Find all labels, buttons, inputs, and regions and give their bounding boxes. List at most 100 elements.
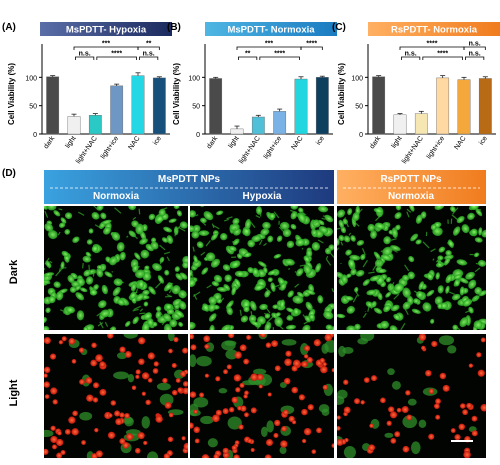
bar-ice: [478, 78, 492, 135]
bar-dark: [209, 78, 223, 135]
panel-letter: (C): [332, 22, 346, 33]
significance-bracket: [463, 46, 486, 50]
microscopy-grid: [44, 206, 486, 458]
significance-bracket: [96, 56, 137, 60]
significance-label: n.s.: [469, 41, 481, 48]
significance-label: ****: [427, 41, 438, 48]
y-axis-label: Cell Viability (%): [172, 63, 181, 125]
category-label: light: [65, 135, 78, 150]
significance-label: ****: [437, 51, 448, 58]
micrograph-rspdtt-normoxia-dark: [337, 206, 486, 330]
micrograph-mspdtt-normoxia-dark: [44, 206, 188, 330]
chart-title-banner: [40, 22, 172, 36]
panel-a: (A) MsPDTT- Hypoxia 0 50 100 Cell Viability (…: [2, 22, 172, 165]
y-tick-label: 50: [29, 104, 37, 111]
category-label: ice: [152, 135, 163, 146]
y-tick-label: 100: [188, 75, 200, 82]
y-axis-label: Cell Viability (%): [7, 63, 16, 125]
significance-bracket: [422, 56, 463, 60]
bar-nac: [294, 78, 308, 135]
bar-ice: [315, 77, 329, 135]
category-label: light: [391, 135, 404, 150]
y-axis-label: Cell Viability (%): [337, 63, 346, 125]
significance-bracket: [300, 46, 323, 50]
category-label: light+NAC: [238, 135, 262, 165]
header-mspdtt: [44, 170, 334, 204]
significance-label: ****: [111, 51, 122, 58]
row-label-dark: Dark: [8, 259, 20, 284]
significance-label: n.s.: [469, 51, 481, 58]
category-label: light+NAC: [75, 135, 99, 165]
category-label: dark: [43, 135, 57, 151]
y-tick-label: 100: [25, 75, 37, 82]
category-label: ice: [478, 135, 489, 146]
significance-bracket: [139, 56, 159, 60]
micrograph-mspdtt-hypoxia-dark: [190, 206, 334, 330]
significance-bracket: [259, 56, 300, 60]
bar-ice: [152, 77, 166, 135]
significance-label: ****: [306, 41, 317, 48]
bar-light-ice: [110, 85, 124, 135]
panel-b: (B) MsPDTT- Normoxia 0 50 100 Cell Viability …: [167, 22, 337, 165]
significance-label: ***: [102, 41, 110, 48]
chart-title: MsPDTT- Hypoxia: [66, 25, 147, 36]
bar-light-nac: [88, 115, 102, 135]
panel-letter: (B): [167, 22, 181, 33]
category-label: light+ice: [100, 135, 121, 160]
y-tick-label: 50: [355, 104, 363, 111]
bar-light: [230, 128, 244, 135]
category-label: dark: [369, 135, 383, 151]
category-label: light+ice: [426, 135, 447, 160]
significance-label: n.s.: [143, 51, 155, 58]
panel-d-letter: (D): [2, 168, 16, 179]
bar-light: [393, 114, 407, 135]
significance-bracket: [238, 56, 258, 60]
y-tick-label: 100: [351, 75, 363, 82]
bar-light-nac: [414, 113, 428, 135]
significance-label: ***: [265, 41, 273, 48]
micrograph-mspdtt-normoxia-light: [44, 334, 188, 458]
panel-letter: (A): [2, 22, 16, 33]
micrograph-rspdtt-normoxia-light: [337, 334, 486, 458]
chart-title-banner: [368, 22, 500, 36]
category-label: dark: [206, 135, 220, 151]
chart-title-banner: [205, 22, 337, 36]
bar-nac: [457, 79, 471, 135]
category-label: NAC: [453, 135, 467, 151]
bar-light-ice: [436, 77, 450, 135]
bar-nac: [131, 75, 145, 135]
panel-c: (C) RsPDTT- Normoxia 0 50 100 Cell Viability …: [332, 22, 500, 165]
significance-label: ****: [274, 51, 285, 58]
header-hypoxia: Hypoxia: [243, 191, 282, 202]
significance-label: **: [245, 51, 251, 58]
panel-d: (D) MsPDTT NPs Normoxia Hypoxia RsPDTT N…: [2, 168, 486, 458]
category-label: light+ice: [263, 135, 284, 160]
header-rspdtt: [337, 170, 486, 204]
significance-label: n.s.: [405, 51, 417, 58]
bar-light-ice: [273, 111, 287, 135]
chart-title: MsPDTT- Normoxia: [227, 25, 315, 36]
y-tick-label: 0: [33, 132, 37, 139]
significance-bracket: [137, 46, 160, 50]
category-label: NAC: [127, 135, 141, 151]
category-label: light: [228, 135, 241, 150]
header-normoxia-2: Normoxia: [388, 191, 435, 202]
y-tick-label: 50: [192, 104, 200, 111]
header-mspdtt-title: MsPDTT NPs: [158, 174, 221, 185]
category-label: light+NAC: [401, 135, 425, 165]
header-rspdtt-title: RsPDTT NPs: [380, 174, 442, 185]
row-label-light: Light: [8, 379, 20, 406]
significance-label: **: [146, 41, 152, 48]
bar-dark: [46, 76, 60, 135]
category-label: NAC: [290, 135, 304, 151]
significance-bracket: [465, 56, 485, 60]
significance-bracket: [75, 56, 95, 60]
bar-light: [67, 116, 81, 135]
header-normoxia-1: Normoxia: [93, 191, 140, 202]
bar-light-nac: [251, 116, 265, 135]
chart-title: RsPDTT- Normoxia: [391, 25, 478, 36]
y-tick-label: 0: [196, 132, 200, 139]
micrograph-mspdtt-hypoxia-light: [190, 334, 334, 458]
significance-bracket: [401, 56, 421, 60]
